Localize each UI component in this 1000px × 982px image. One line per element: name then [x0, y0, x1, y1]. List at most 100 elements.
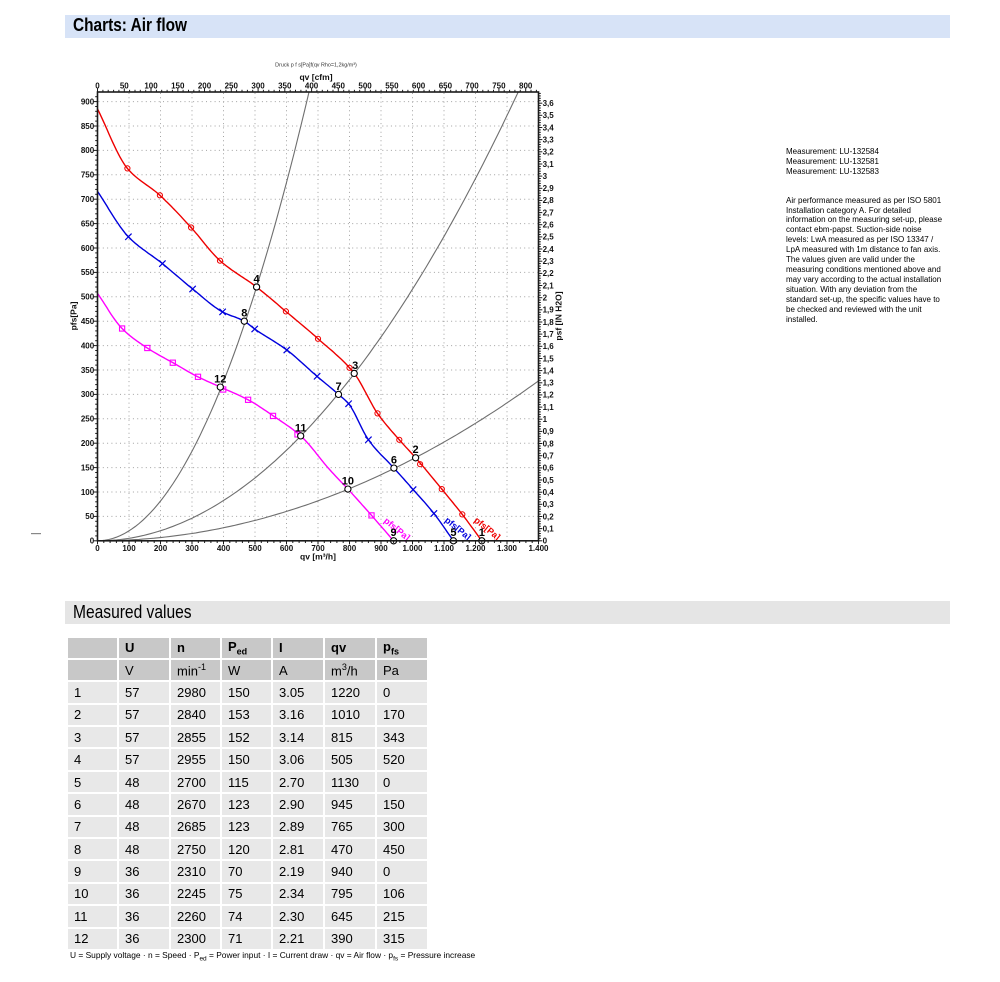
svg-text:3: 3: [352, 360, 358, 372]
svg-text:750: 750: [492, 82, 506, 91]
svg-text:700: 700: [311, 544, 325, 553]
svg-text:650: 650: [81, 219, 95, 228]
svg-text:8: 8: [241, 308, 247, 320]
svg-text:500: 500: [248, 544, 262, 553]
svg-text:1: 1: [479, 527, 485, 539]
svg-text:pfs[Pa]: pfs[Pa]: [69, 301, 79, 330]
svg-text:3,3: 3,3: [543, 135, 555, 144]
svg-text:700: 700: [465, 82, 479, 91]
svg-text:2,3: 2,3: [543, 257, 555, 266]
svg-text:2,4: 2,4: [543, 245, 555, 254]
svg-text:12: 12: [214, 374, 226, 386]
svg-text:2,2: 2,2: [543, 269, 555, 278]
svg-text:0,5: 0,5: [543, 476, 555, 485]
svg-text:800: 800: [519, 82, 533, 91]
svg-text:0,2: 0,2: [543, 512, 555, 521]
svg-text:2,5: 2,5: [543, 233, 555, 242]
svg-text:550: 550: [81, 268, 95, 277]
svg-text:750: 750: [81, 171, 95, 180]
svg-text:900: 900: [374, 544, 388, 553]
svg-text:1,9: 1,9: [543, 306, 555, 315]
svg-text:10: 10: [342, 476, 354, 488]
svg-text:400: 400: [217, 544, 231, 553]
svg-text:500: 500: [358, 82, 372, 91]
svg-text:qv [m³/h]: qv [m³/h]: [300, 551, 336, 561]
svg-text:7: 7: [335, 381, 341, 393]
svg-text:0,7: 0,7: [543, 452, 555, 461]
svg-text:350: 350: [81, 366, 95, 375]
svg-text:2,1: 2,1: [543, 281, 555, 290]
svg-text:0,8: 0,8: [543, 439, 555, 448]
svg-text:700: 700: [81, 195, 95, 204]
svg-text:350: 350: [278, 82, 292, 91]
svg-text:2,7: 2,7: [543, 208, 555, 217]
svg-text:1.400: 1.400: [528, 544, 549, 553]
svg-text:500: 500: [81, 293, 95, 302]
svg-text:450: 450: [332, 82, 346, 91]
svg-text:6: 6: [391, 455, 397, 467]
svg-text:11: 11: [295, 422, 307, 434]
svg-text:200: 200: [198, 82, 212, 91]
svg-text:1,6: 1,6: [543, 342, 555, 351]
svg-text:5: 5: [450, 527, 456, 539]
svg-text:0,6: 0,6: [543, 464, 555, 473]
svg-text:0,3: 0,3: [543, 500, 555, 509]
svg-text:50: 50: [120, 82, 129, 91]
svg-text:2,9: 2,9: [543, 184, 555, 193]
svg-text:100: 100: [81, 488, 95, 497]
svg-text:Druck p f s[Pa]f(qv Rho=1,2kg/: Druck p f s[Pa]f(qv Rho=1,2kg/m³): [275, 63, 357, 69]
svg-text:9: 9: [391, 527, 397, 539]
svg-text:1,5: 1,5: [543, 354, 555, 363]
svg-text:3,4: 3,4: [543, 123, 555, 132]
svg-text:400: 400: [81, 341, 95, 350]
svg-text:200: 200: [81, 439, 95, 448]
svg-text:1.000: 1.000: [402, 544, 423, 553]
svg-text:550: 550: [385, 82, 399, 91]
svg-text:250: 250: [225, 82, 239, 91]
svg-text:3,5: 3,5: [543, 111, 555, 120]
svg-text:200: 200: [154, 544, 168, 553]
svg-text:300: 300: [81, 390, 95, 399]
svg-text:600: 600: [81, 244, 95, 253]
svg-text:2,8: 2,8: [543, 196, 555, 205]
svg-text:800: 800: [343, 544, 357, 553]
svg-text:400: 400: [305, 82, 319, 91]
svg-text:2: 2: [543, 294, 548, 303]
svg-text:300: 300: [251, 82, 265, 91]
svg-text:0: 0: [543, 537, 548, 546]
svg-text:4: 4: [254, 273, 261, 285]
svg-text:0,9: 0,9: [543, 427, 555, 436]
svg-text:1.200: 1.200: [465, 544, 486, 553]
svg-text:3,6: 3,6: [543, 99, 555, 108]
svg-text:2,6: 2,6: [543, 221, 555, 230]
svg-text:650: 650: [439, 82, 453, 91]
svg-text:900: 900: [81, 97, 95, 106]
svg-text:3,2: 3,2: [543, 148, 555, 157]
svg-text:300: 300: [185, 544, 199, 553]
svg-text:1.300: 1.300: [497, 544, 518, 553]
svg-text:150: 150: [81, 463, 95, 472]
svg-text:1,4: 1,4: [543, 366, 555, 375]
svg-text:450: 450: [81, 317, 95, 326]
svg-text:50: 50: [85, 512, 94, 521]
svg-text:850: 850: [81, 122, 95, 131]
svg-text:250: 250: [81, 415, 95, 424]
svg-text:1.100: 1.100: [434, 544, 455, 553]
svg-text:1,8: 1,8: [543, 318, 555, 327]
svg-text:1,1: 1,1: [543, 403, 555, 412]
svg-text:0,4: 0,4: [543, 488, 555, 497]
svg-text:3: 3: [543, 172, 548, 181]
svg-text:600: 600: [412, 82, 426, 91]
svg-text:qv [cfm]: qv [cfm]: [299, 72, 332, 82]
svg-text:600: 600: [280, 544, 294, 553]
svg-text:2: 2: [413, 444, 419, 456]
svg-text:800: 800: [81, 146, 95, 155]
svg-text:0: 0: [95, 544, 100, 553]
svg-text:100: 100: [144, 82, 158, 91]
svg-text:0: 0: [95, 82, 100, 91]
svg-text:1,2: 1,2: [543, 391, 555, 400]
svg-text:3,1: 3,1: [543, 160, 555, 169]
svg-text:100: 100: [122, 544, 136, 553]
svg-text:0,1: 0,1: [543, 524, 555, 533]
svg-text:psf [IN H2O]: psf [IN H2O]: [554, 291, 564, 340]
